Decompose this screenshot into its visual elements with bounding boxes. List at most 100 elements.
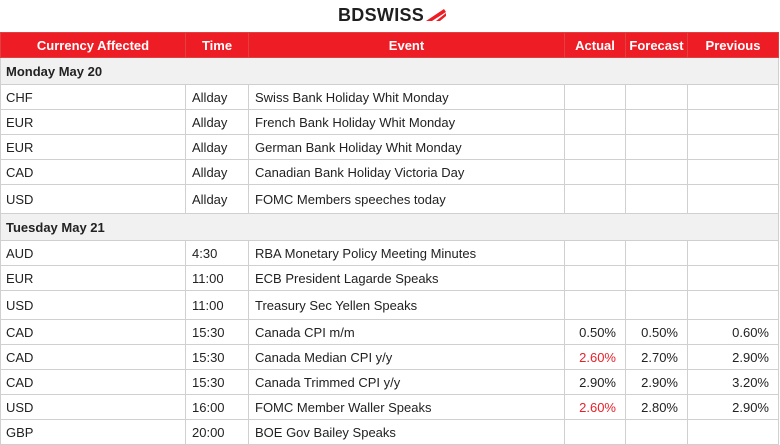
- currency-cell: USD: [0, 184, 186, 214]
- date-row-monday: Monday May 20: [0, 57, 779, 85]
- table-row: USD Allday FOMC Members speeches today: [0, 184, 779, 214]
- logo-text: BDSWISS: [338, 4, 425, 25]
- table-row: EUR Allday French Bank Holiday Whit Mond…: [0, 109, 779, 135]
- currency-cell: USD: [0, 394, 186, 420]
- time-cell: Allday: [185, 109, 249, 135]
- previous-cell: [687, 290, 779, 320]
- table-row: USD 11:00 Treasury Sec Yellen Speaks: [0, 290, 779, 320]
- time-cell: 11:00: [185, 290, 249, 320]
- header-event: Event: [248, 32, 565, 58]
- time-cell: Allday: [185, 134, 249, 160]
- date-row-tuesday: Tuesday May 21: [0, 213, 779, 241]
- logo-swoosh-icon: [426, 9, 447, 21]
- table-row: AUD 4:30 RBA Monetary Policy Meeting Min…: [0, 240, 779, 266]
- header-currency: Currency Affected: [0, 32, 186, 58]
- time-cell: 4:30: [185, 240, 249, 266]
- event-cell: Treasury Sec Yellen Speaks: [248, 290, 565, 320]
- date-label: Tuesday May 21: [0, 213, 779, 241]
- event-cell: BOE Gov Bailey Speaks: [248, 419, 565, 445]
- header-forecast: Forecast: [625, 32, 688, 58]
- currency-cell: CAD: [0, 369, 186, 395]
- actual-cell: 2.60%: [564, 394, 626, 420]
- time-cell: Allday: [185, 159, 249, 185]
- forecast-cell: 0.50%: [625, 319, 688, 345]
- table-row: CAD Allday Canadian Bank Holiday Victori…: [0, 159, 779, 185]
- table-row: EUR Allday German Bank Holiday Whit Mond…: [0, 134, 779, 160]
- forecast-cell: [625, 290, 688, 320]
- time-cell: 16:00: [185, 394, 249, 420]
- currency-cell: EUR: [0, 265, 186, 291]
- previous-cell: [687, 159, 779, 185]
- actual-cell: 0.50%: [564, 319, 626, 345]
- header-time: Time: [185, 32, 249, 58]
- actual-cell: [564, 84, 626, 110]
- currency-cell: CAD: [0, 319, 186, 345]
- header-actual: Actual: [564, 32, 626, 58]
- time-cell: 20:00: [185, 419, 249, 445]
- currency-cell: CAD: [0, 344, 186, 370]
- event-cell: Swiss Bank Holiday Whit Monday: [248, 84, 565, 110]
- event-cell: ECB President Lagarde Speaks: [248, 265, 565, 291]
- actual-cell: [564, 159, 626, 185]
- previous-cell: [687, 240, 779, 266]
- economic-calendar-table: Currency Affected Time Event Actual Fore…: [0, 32, 779, 445]
- time-cell: 11:00: [185, 265, 249, 291]
- event-cell: Canadian Bank Holiday Victoria Day: [248, 159, 565, 185]
- currency-cell: CAD: [0, 159, 186, 185]
- event-cell: FOMC Member Waller Speaks: [248, 394, 565, 420]
- actual-cell: [564, 109, 626, 135]
- previous-cell: 2.90%: [687, 344, 779, 370]
- previous-cell: [687, 109, 779, 135]
- currency-cell: EUR: [0, 109, 186, 135]
- previous-cell: [687, 184, 779, 214]
- event-cell: Canada Trimmed CPI y/y: [248, 369, 565, 395]
- time-cell: Allday: [185, 84, 249, 110]
- date-label: Monday May 20: [0, 57, 779, 85]
- event-cell: RBA Monetary Policy Meeting Minutes: [248, 240, 565, 266]
- previous-cell: [687, 134, 779, 160]
- currency-cell: EUR: [0, 134, 186, 160]
- header-row: Currency Affected Time Event Actual Fore…: [0, 32, 779, 58]
- event-cell: French Bank Holiday Whit Monday: [248, 109, 565, 135]
- currency-cell: AUD: [0, 240, 186, 266]
- event-cell: German Bank Holiday Whit Monday: [248, 134, 565, 160]
- forecast-cell: [625, 134, 688, 160]
- previous-cell: [687, 265, 779, 291]
- forecast-cell: 2.80%: [625, 394, 688, 420]
- table-row: EUR 11:00 ECB President Lagarde Speaks: [0, 265, 779, 291]
- previous-cell: [687, 84, 779, 110]
- actual-cell: [564, 290, 626, 320]
- table-row: CHF Allday Swiss Bank Holiday Whit Monda…: [0, 84, 779, 110]
- actual-cell: [564, 184, 626, 214]
- time-cell: 15:30: [185, 369, 249, 395]
- previous-cell: 3.20%: [687, 369, 779, 395]
- forecast-cell: [625, 109, 688, 135]
- table-row: GBP 20:00 BOE Gov Bailey Speaks: [0, 419, 779, 445]
- time-cell: 15:30: [185, 319, 249, 345]
- table-row: CAD 15:30 Canada Median CPI y/y 2.60% 2.…: [0, 344, 779, 370]
- previous-cell: 0.60%: [687, 319, 779, 345]
- forecast-cell: [625, 184, 688, 214]
- time-cell: 15:30: [185, 344, 249, 370]
- actual-cell: [564, 419, 626, 445]
- table-row: CAD 15:30 Canada CPI m/m 0.50% 0.50% 0.6…: [0, 319, 779, 345]
- forecast-cell: [625, 419, 688, 445]
- actual-cell: 2.90%: [564, 369, 626, 395]
- forecast-cell: [625, 84, 688, 110]
- currency-cell: CHF: [0, 84, 186, 110]
- event-cell: Canada Median CPI y/y: [248, 344, 565, 370]
- table-row: CAD 15:30 Canada Trimmed CPI y/y 2.90% 2…: [0, 369, 779, 395]
- time-cell: Allday: [185, 184, 249, 214]
- previous-cell: [687, 419, 779, 445]
- table-row: USD 16:00 FOMC Member Waller Speaks 2.60…: [0, 394, 779, 420]
- event-cell: FOMC Members speeches today: [248, 184, 565, 214]
- header-previous: Previous: [687, 32, 779, 58]
- currency-cell: USD: [0, 290, 186, 320]
- currency-cell: GBP: [0, 419, 186, 445]
- forecast-cell: [625, 265, 688, 291]
- forecast-cell: [625, 159, 688, 185]
- forecast-cell: [625, 240, 688, 266]
- forecast-cell: 2.90%: [625, 369, 688, 395]
- previous-cell: 2.90%: [687, 394, 779, 420]
- actual-cell: [564, 265, 626, 291]
